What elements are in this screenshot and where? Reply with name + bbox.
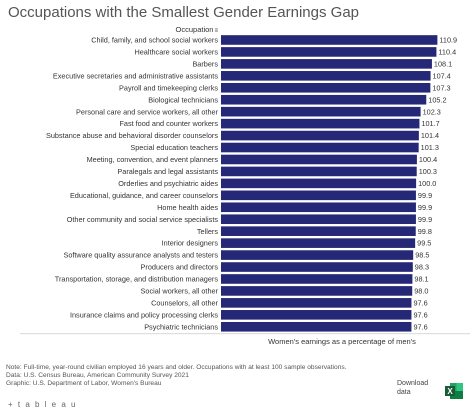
bar[interactable] (221, 274, 413, 284)
bar[interactable] (221, 130, 419, 141)
category-label: Child, family, and school social workers (91, 36, 218, 45)
svg-text:X: X (447, 387, 453, 396)
category-label: Tellers (197, 227, 218, 236)
value-label: 99.9 (418, 191, 432, 200)
excel-icon[interactable]: X (444, 381, 464, 401)
bar[interactable] (221, 226, 416, 236)
bar[interactable] (221, 321, 412, 332)
x-axis-label: Women's earnings as a percentage of men'… (268, 337, 416, 346)
bar[interactable] (221, 82, 431, 93)
bar[interactable] (221, 142, 419, 153)
category-label: Producers and directors (141, 263, 219, 272)
category-label: Other community and social service speci… (67, 215, 219, 224)
value-label: 98.5 (415, 251, 429, 260)
bar[interactable] (221, 166, 417, 177)
footnote-graphic-credit: Graphic: U.S. Department of Labor, Women… (6, 380, 162, 388)
footnotes: Note: Full-time, year-round civilian emp… (6, 364, 346, 389)
chart-title: Occupations with the Smallest Gender Ear… (8, 4, 360, 21)
value-label: 97.6 (413, 310, 427, 319)
value-label: 101.7 (421, 119, 439, 128)
category-label: Barbers (192, 59, 218, 68)
value-label: 107.4 (433, 71, 451, 80)
bar[interactable] (221, 178, 417, 189)
category-label: Executive secretaries and administrative… (53, 71, 218, 80)
value-label: 99.9 (418, 203, 432, 212)
download-data-link[interactable]: Download data (397, 380, 429, 396)
category-label: Transportation, storage, and distributio… (55, 275, 219, 284)
bar[interactable] (221, 94, 427, 105)
category-label: Substance abuse and behavioral disorder … (46, 131, 218, 140)
bar[interactable] (221, 106, 421, 117)
value-label: 102.3 (423, 107, 441, 116)
bar[interactable] (221, 35, 438, 45)
occupation-column-header[interactable]: Occupation≡ (0, 25, 218, 34)
category-label: Software quality assurance analysts and … (63, 251, 218, 260)
value-label: 107.3 (432, 83, 450, 92)
category-label: Meeting, convention, and event planners (87, 155, 219, 164)
bar[interactable] (221, 190, 416, 201)
bar[interactable] (221, 47, 437, 57)
value-label: 98.3 (415, 263, 429, 272)
value-label: 101.4 (421, 131, 439, 140)
category-label: Home health aides (157, 203, 218, 212)
category-label: Healthcare social workers (134, 48, 218, 57)
category-label: Social workers, all other (141, 287, 219, 296)
category-label: Orderlies and psychiatric aides (118, 179, 218, 188)
occupation-header-label: Occupation (175, 25, 214, 34)
bar[interactable] (221, 238, 416, 248)
value-label: 100.4 (419, 155, 437, 164)
value-label: 108.1 (434, 59, 452, 68)
filter-icon[interactable]: ≡ (214, 28, 218, 34)
bar[interactable] (221, 202, 416, 213)
bar[interactable] (221, 71, 431, 81)
category-label: Paralegals and legal assistants (117, 167, 218, 176)
value-label: 98.1 (414, 275, 428, 284)
bar[interactable] (221, 118, 420, 129)
value-label: 100.3 (419, 167, 437, 176)
bar[interactable] (221, 298, 412, 308)
value-label: 110.4 (438, 48, 456, 57)
category-label: Payroll and timekeeping clerks (119, 83, 218, 92)
value-label: 97.6 (413, 322, 427, 331)
value-label: 100.0 (418, 179, 436, 188)
bar-chart: Child, family, and school social workers… (20, 35, 470, 346)
category-label: Insurance claims and policy processing c… (70, 310, 218, 319)
tableau-logo: + t a b l e a u (8, 400, 77, 409)
value-label: 105.2 (428, 95, 446, 104)
bar[interactable] (221, 250, 414, 260)
bar[interactable] (221, 286, 413, 296)
value-label: 99.8 (418, 227, 432, 236)
footnote-note: Note: Full-time, year-round civilian emp… (6, 364, 347, 371)
bar[interactable] (221, 310, 412, 320)
category-label: Personal care and service workers, all o… (76, 107, 219, 116)
value-label: 97.6 (413, 298, 427, 307)
footnote-data-source: Data: U.S. Census Bureau, American Commu… (6, 372, 189, 380)
value-label: 101.3 (421, 143, 439, 152)
category-label: Special education teachers (130, 143, 218, 152)
bar[interactable] (221, 154, 417, 165)
value-label: 110.9 (439, 36, 457, 45)
category-label: Counselors, all other (151, 298, 218, 307)
value-label: 99.9 (418, 215, 432, 224)
category-label: Psychiatric technicians (144, 322, 218, 331)
bars-layer: Child, family, and school social workers… (20, 35, 470, 335)
bar[interactable] (221, 59, 432, 69)
category-label: Educational, guidance, and career counse… (70, 191, 218, 200)
bar[interactable] (221, 262, 413, 272)
bar[interactable] (221, 214, 416, 225)
value-label: 99.5 (417, 239, 431, 248)
category-label: Interior designers (162, 239, 219, 248)
value-label: 98.0 (414, 287, 428, 296)
category-label: Biological technicians (148, 95, 218, 104)
category-label: Fast food and counter workers (119, 119, 218, 128)
